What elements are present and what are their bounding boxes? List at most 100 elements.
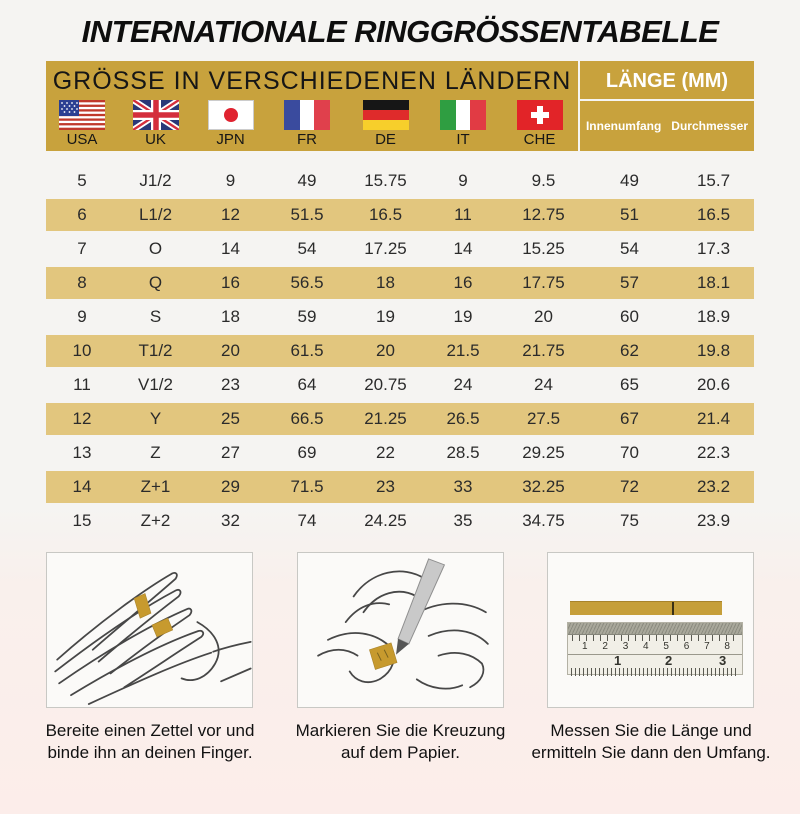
table-cell: Z [150, 443, 161, 462]
table-cell: 26.5 [446, 409, 480, 428]
table-cell: 21.4 [696, 409, 731, 428]
table-cell: 18 [376, 273, 395, 292]
table-row: 9 S 18 59 19 19 20 60 18.9 [46, 301, 754, 333]
table-cell: 20.6 [696, 375, 731, 394]
table-cell: 56.5 [290, 273, 324, 292]
sizes-header-label: GRÖSSE IN VERSCHIEDENEN LÄNDERN [52, 67, 572, 95]
table-cell: 32 [221, 511, 240, 530]
table-cell: 32.25 [522, 477, 565, 496]
instruction-step-1: Bereite einen Zettel vor und binde ihn a… [46, 552, 254, 764]
ruler-icon: 1 2 3 4 5 6 7 8 1 2 3 [567, 622, 743, 676]
table-cell: 9 [225, 171, 236, 190]
table-cell: 24 [453, 375, 473, 394]
table-cell: 23 [221, 375, 240, 394]
table-cell: 54 [297, 239, 317, 258]
ruler-scale-inch: 1 2 3 [614, 653, 727, 668]
instruction-sketch-box: 1 2 3 4 5 6 7 8 1 2 3 [547, 552, 754, 708]
ring-size-table: GRÖSSE IN VERSCHIEDENEN LÄNDERN [46, 61, 754, 537]
table-cell: 66.5 [290, 409, 324, 428]
ruler-metal-edge [568, 623, 742, 635]
table-row: 15 Z+2 32 74 24.25 35 34.75 75 23.9 [46, 505, 754, 537]
france-flag-icon [284, 100, 330, 130]
table-cell: 18 [221, 307, 240, 326]
table-cell: 72 [620, 477, 639, 496]
table-cell: 29 [221, 477, 240, 496]
table-cell: 10 [72, 341, 92, 360]
table-cell: 14 [72, 477, 92, 496]
table-cell: 69 [297, 443, 317, 462]
table-cell: 5 [77, 171, 87, 190]
table-cell: 49 [620, 171, 639, 190]
table-row: 12 Y 25 66.5 21.25 26.5 27.5 67 21.4 [46, 403, 754, 435]
table-cell: S [149, 307, 162, 326]
switzerland-flag-icon [516, 100, 563, 130]
table-cell: 17.75 [522, 273, 565, 292]
table-cell: 33 [453, 477, 473, 496]
country-label: DE [375, 131, 396, 148]
table-row: 10 T1/2 20 61.5 20 21.5 21.75 62 19.8 [46, 335, 754, 367]
country-label: CHE [523, 131, 556, 148]
table-cell: 49 [297, 171, 317, 190]
table-cell: 7 [77, 239, 87, 258]
table-cell: 21.25 [364, 409, 407, 428]
table-cell: 74 [297, 511, 317, 530]
table-cell: 71.5 [290, 477, 324, 496]
table-row: 7 O 14 54 17.25 14 15.25 54 17.3 [46, 233, 754, 265]
instruction-step-2: Markieren Sie die Kreuzung auf dem Papie… [295, 552, 506, 764]
table-cell: 6 [77, 205, 87, 224]
table-cell: 15.75 [364, 171, 407, 190]
table-row: 8 Q 16 56.5 18 16 17.75 57 18.1 [46, 267, 754, 299]
table-cell: 14 [221, 239, 240, 258]
table-cell: 24 [534, 375, 553, 394]
ruler-divider [568, 654, 742, 655]
table-cell: 54 [620, 239, 639, 258]
table-cell: 62 [620, 341, 639, 360]
country-label: USA [66, 131, 98, 148]
table-cell: 15.25 [522, 239, 565, 258]
table-header-band: GRÖSSE IN VERSCHIEDENEN LÄNDERN [46, 61, 754, 151]
germany-flag-icon [362, 100, 409, 130]
table-cell: 64 [297, 375, 317, 394]
table-cell: 24.25 [364, 511, 407, 530]
table-cell: 16.5 [368, 205, 403, 224]
instructions-section: Bereite einen Zettel vor und binde ihn a… [46, 552, 771, 764]
table-cell: 22.3 [696, 443, 731, 462]
table-row: 13 Z 27 69 22 28.5 29.25 70 22.3 [46, 437, 754, 469]
table-cell: 15 [72, 511, 92, 530]
table-cell: 51.5 [290, 205, 324, 224]
table-cell: 70 [620, 443, 639, 462]
paper-strip [570, 601, 722, 615]
table-cell: 9 [77, 307, 87, 326]
table-cell: 18.9 [696, 307, 731, 326]
table-cell: 12 [221, 205, 240, 224]
column-header-fr: FR [268, 99, 346, 151]
column-header-jpn: JPN [193, 99, 268, 151]
length-header-label: LÄNGE (MM) [580, 61, 754, 101]
table-row: 6 L1/2 12 51.5 16.5 11 12.75 51 16.5 [46, 199, 754, 231]
column-header-uk: UK [118, 99, 193, 151]
instruction-sketch-box [296, 552, 504, 708]
table-cell: 20.75 [364, 375, 407, 394]
table-cell: 59 [297, 307, 317, 326]
country-label: UK [145, 131, 166, 148]
table-cell: 17.3 [696, 239, 731, 258]
ruler-ticks [571, 668, 739, 676]
table-cell: 19.8 [696, 341, 731, 360]
table-cell: 13 [72, 443, 92, 462]
ruler-scale-cm: 1 2 3 4 5 6 7 8 [582, 641, 730, 652]
table-cell: Z+1 [140, 477, 171, 496]
table-cell: 20 [534, 307, 553, 326]
table-cell: 21.75 [522, 341, 565, 360]
header-length-section: LÄNGE (MM) Innenumfang Durchmesser [580, 61, 754, 151]
instruction-caption: Markieren Sie die Kreuzung auf dem Papie… [295, 721, 506, 762]
table-cell: 9 [458, 171, 468, 190]
table-cell: 12.75 [522, 205, 565, 224]
ruler-ticks [572, 635, 738, 641]
table-cell: 16 [221, 273, 240, 292]
table-cell: 18.1 [696, 273, 731, 292]
table-cell: 17.25 [364, 239, 407, 258]
table-cell: 60 [620, 307, 639, 326]
table-row: 14 Z+1 29 71.5 23 33 32.25 72 23.2 [46, 471, 754, 503]
table-cell: Q [148, 273, 163, 292]
table-cell: 16.5 [696, 205, 731, 224]
